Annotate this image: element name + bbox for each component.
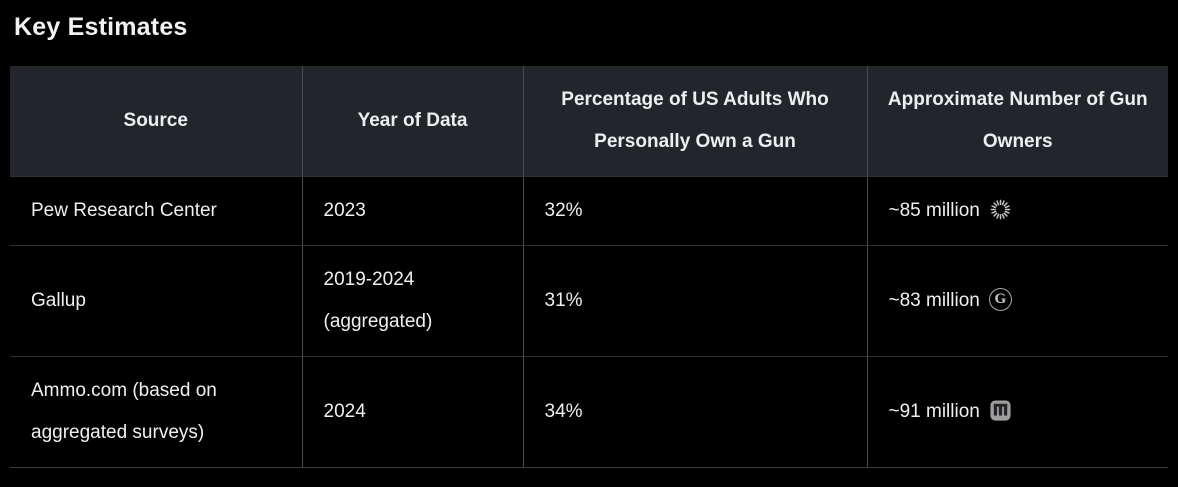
table-header-row: Source Year of Data Percentage of US Adu… [10, 66, 1168, 177]
owners-value: ~83 million [888, 290, 980, 311]
cell-year: 2023 [302, 176, 524, 246]
pew-sunburst-icon[interactable] [989, 198, 1012, 221]
column-header-owners: Approximate Number of Gun Owners [867, 66, 1168, 177]
owners-value: ~91 million [888, 401, 980, 422]
column-header-year: Year of Data [302, 66, 524, 177]
column-header-source: Source [10, 66, 303, 177]
cell-percentage: 34% [523, 356, 868, 468]
gallup-g-circle-icon[interactable]: G [988, 288, 1012, 312]
cell-percentage: 31% [523, 245, 868, 357]
cell-year: 2024 [302, 356, 524, 468]
owners-value: ~85 million [888, 200, 980, 221]
page-title: Key Estimates [14, 13, 188, 41]
cell-owners: ~91 million [867, 356, 1168, 468]
gallup-letter: G [994, 291, 1007, 308]
cell-owners: ~85 million [867, 176, 1168, 246]
column-header-percentage: Percentage of US Adults Who Personally O… [523, 66, 868, 177]
table-row: Gallup 2019-2024 (aggregated) 31% ~83 mi… [10, 245, 1168, 357]
ammo-bullets-icon[interactable] [989, 399, 1012, 422]
key-estimates-table: Source Year of Data Percentage of US Adu… [10, 66, 1168, 468]
cell-source: Pew Research Center [10, 176, 303, 246]
cell-source: Gallup [10, 245, 303, 357]
cell-percentage: 32% [523, 176, 868, 246]
cell-owners: ~83 million G [867, 245, 1168, 357]
table-row: Ammo.com (based on aggregated surveys) 2… [10, 356, 1168, 468]
cell-source: Ammo.com (based on aggregated surveys) [10, 356, 303, 468]
cell-year: 2019-2024 (aggregated) [302, 245, 524, 357]
table-row: Pew Research Center 2023 32% ~85 million [10, 176, 1168, 246]
